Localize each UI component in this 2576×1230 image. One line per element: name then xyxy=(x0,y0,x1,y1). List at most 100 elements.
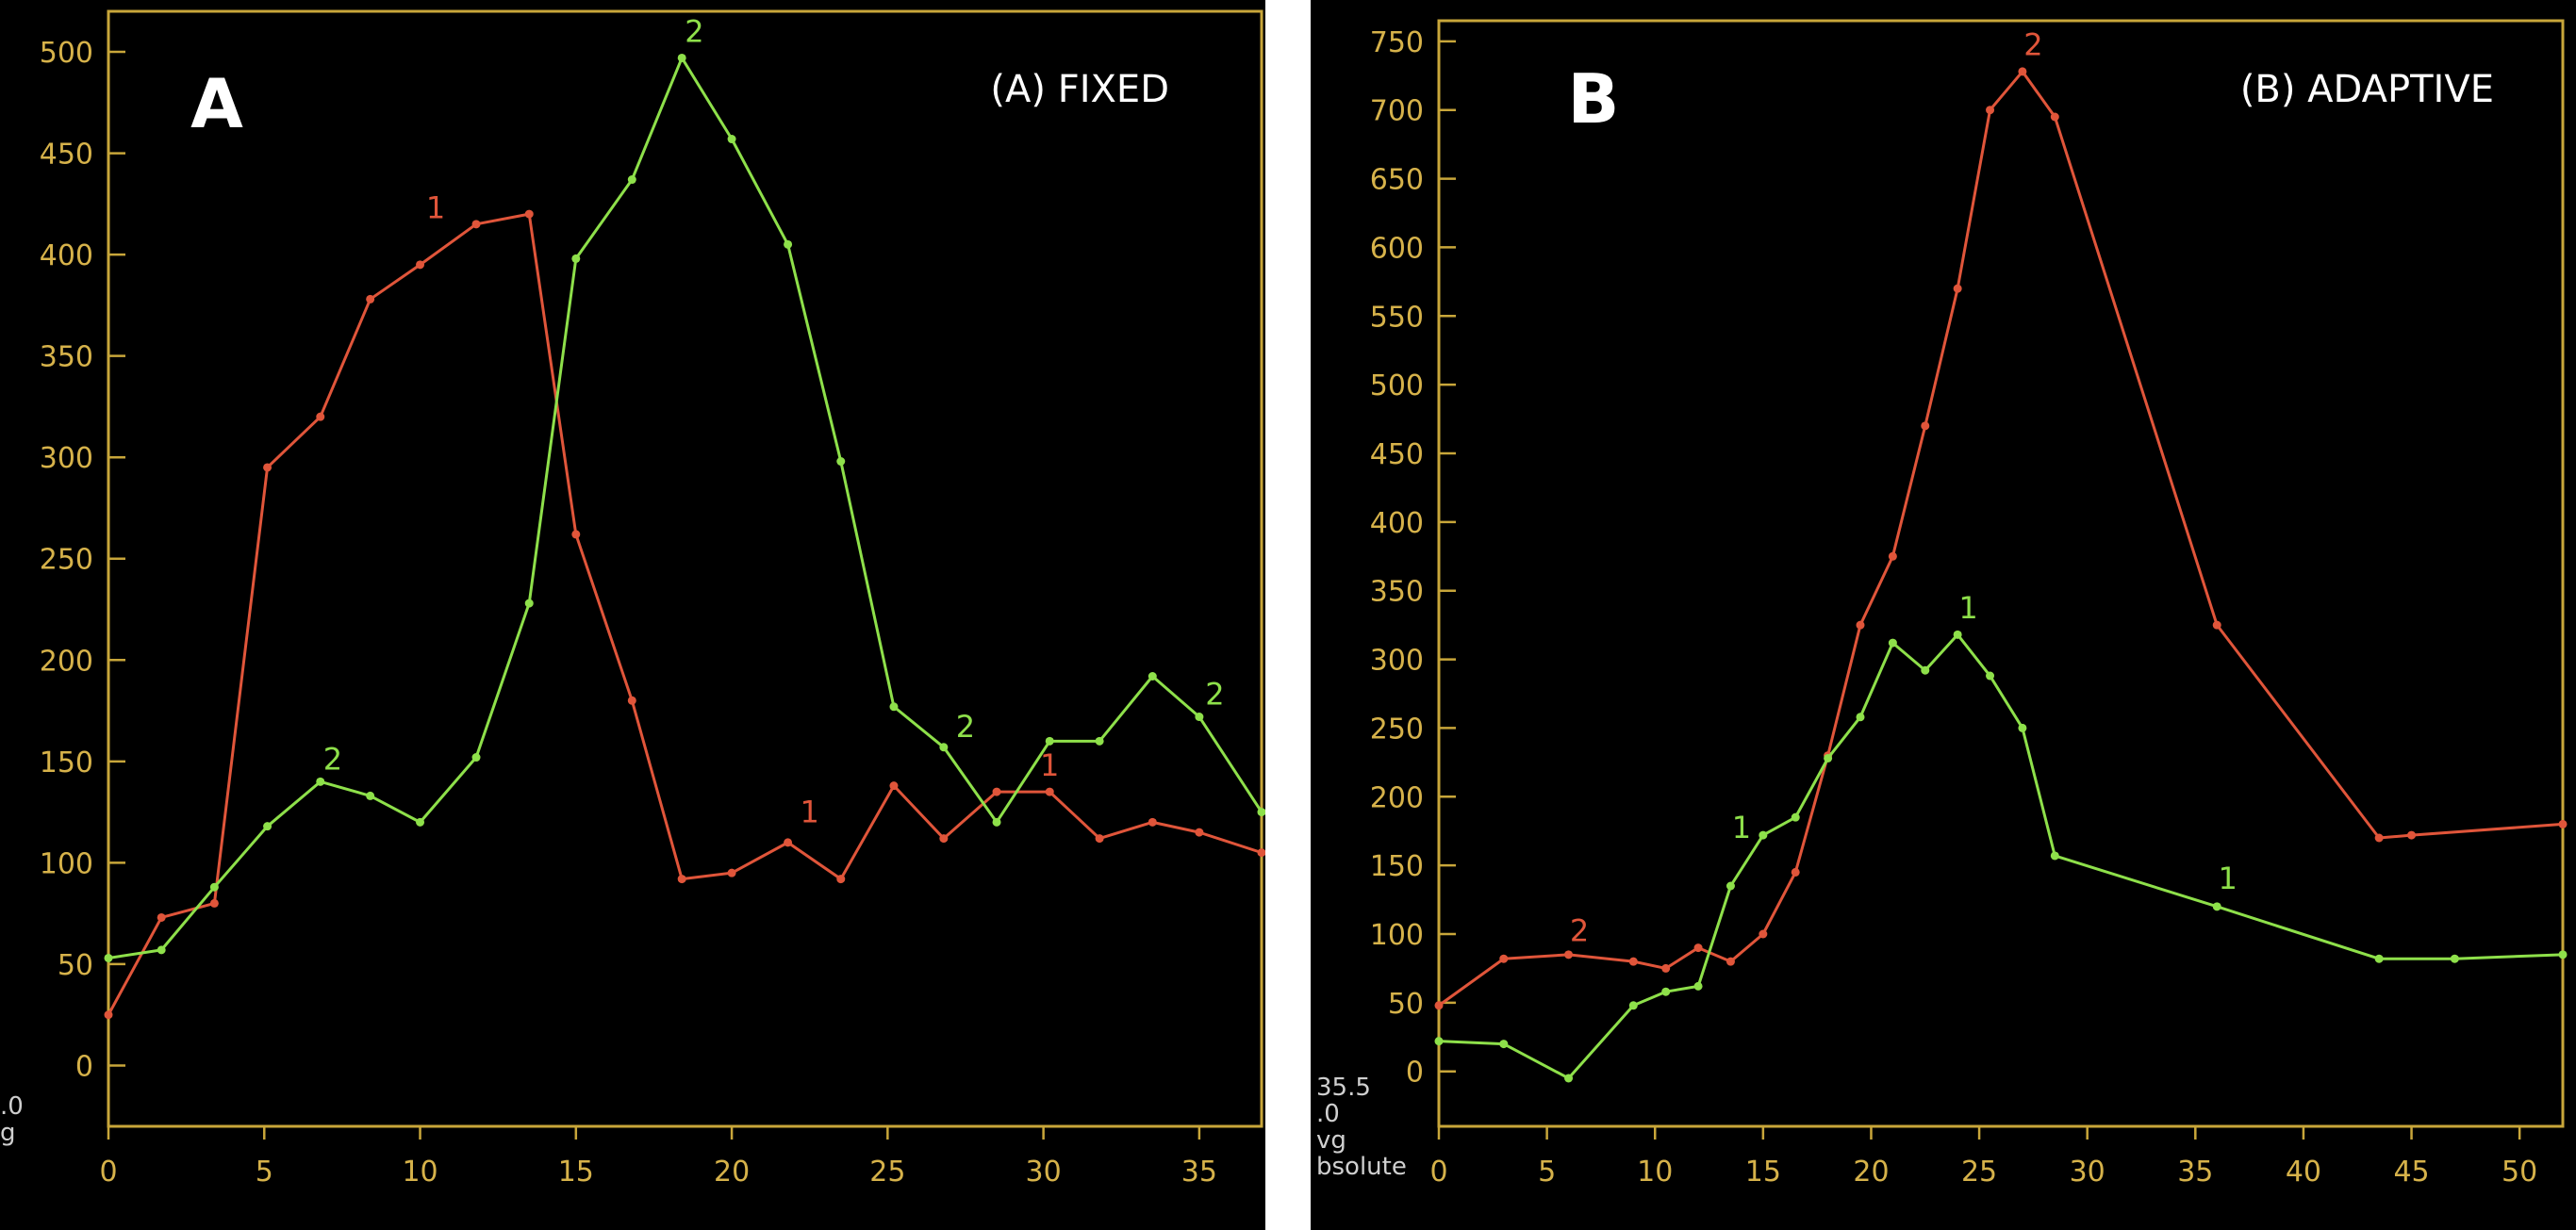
x-tick-label: 25 xyxy=(1961,1156,1997,1189)
data-point xyxy=(1628,1001,1638,1010)
data-point xyxy=(939,834,949,844)
data-point xyxy=(1628,957,1638,966)
data-point xyxy=(1195,828,1204,837)
x-tick-label: 45 xyxy=(2393,1156,2429,1189)
corner-labels-b: 35.5.0 vg bsolute xyxy=(1316,1074,1407,1180)
data-point xyxy=(104,1010,113,1020)
series-label: 2 xyxy=(1205,677,1224,713)
data-point xyxy=(1856,620,1865,630)
panel-letter: A xyxy=(190,64,243,143)
x-tick-label: 20 xyxy=(714,1156,750,1189)
data-point xyxy=(1726,881,1735,891)
data-point xyxy=(1759,830,1768,840)
data-point xyxy=(727,868,736,877)
panel-letter: B xyxy=(1568,59,1620,139)
corner-labels-a: .0 g xyxy=(0,1093,24,1146)
data-point xyxy=(366,791,375,800)
data-point xyxy=(1095,834,1104,844)
data-point xyxy=(157,945,166,955)
y-tick-label: 400 xyxy=(40,239,93,272)
x-tick-label: 5 xyxy=(1538,1156,1556,1189)
data-point xyxy=(1953,284,1962,293)
data-point xyxy=(524,599,534,608)
corner-label: g xyxy=(0,1119,16,1147)
data-point xyxy=(1148,671,1157,681)
data-point xyxy=(1564,1074,1574,1083)
y-tick-label: 250 xyxy=(40,544,93,577)
data-point xyxy=(1726,957,1735,966)
series-line-2 xyxy=(107,56,1263,959)
chart-title: (B) ADAPTIVE xyxy=(2240,68,2494,111)
y-tick-label: 350 xyxy=(1370,576,1424,609)
y-tick-label: 400 xyxy=(1370,507,1424,540)
series-label: 2 xyxy=(1570,912,1589,948)
x-tick-label: 35 xyxy=(1181,1156,1217,1189)
data-point xyxy=(2558,819,2568,828)
data-point xyxy=(1045,787,1054,796)
x-tick-label: 25 xyxy=(869,1156,905,1189)
data-point xyxy=(2374,954,2384,963)
data-point xyxy=(1499,1040,1509,1049)
y-tick-label: 600 xyxy=(1370,232,1424,265)
x-tick-label: 10 xyxy=(1637,1156,1673,1189)
y-tick-label: 450 xyxy=(1370,438,1424,471)
y-tick-label: 500 xyxy=(1370,369,1424,402)
data-point xyxy=(1434,1037,1444,1046)
series-label: 1 xyxy=(801,794,819,829)
data-point xyxy=(366,294,375,303)
data-point xyxy=(2050,851,2059,861)
y-tick-label: 50 xyxy=(58,949,93,982)
data-point xyxy=(1693,981,1703,991)
y-tick-label: 0 xyxy=(75,1050,93,1083)
data-point xyxy=(992,787,1001,796)
data-point xyxy=(471,220,481,229)
panel-divider xyxy=(1265,0,1311,1230)
data-point xyxy=(1148,817,1157,827)
data-point xyxy=(2450,954,2459,963)
y-tick-label: 550 xyxy=(1370,301,1424,334)
data-point xyxy=(571,530,581,539)
x-tick-label: 50 xyxy=(2502,1156,2537,1189)
data-point xyxy=(1791,812,1800,822)
data-point xyxy=(416,260,425,270)
data-point xyxy=(571,254,581,263)
data-point xyxy=(2018,723,2027,732)
x-tick-label: 40 xyxy=(2286,1156,2321,1189)
data-point xyxy=(1824,753,1833,763)
chart-a-svg: 0 50 100 150 200 250 300 350 400 450 500 0 5 10 15 20 25… xyxy=(40,9,1265,1189)
y-tick-label: 100 xyxy=(1370,919,1424,952)
data-point xyxy=(1986,671,1995,681)
data-point xyxy=(1856,713,1865,722)
series-line-1 xyxy=(1438,632,2564,1080)
data-point xyxy=(263,463,272,472)
data-point xyxy=(2212,902,2221,911)
data-point xyxy=(1499,954,1509,963)
series-label: 2 xyxy=(956,709,975,745)
x-tick-label: 30 xyxy=(2070,1156,2105,1189)
x-tick-label: 0 xyxy=(1429,1156,1447,1189)
data-point xyxy=(1257,808,1265,817)
data-point xyxy=(1564,950,1574,959)
series-label: 2 xyxy=(2023,26,2042,62)
y-tick-label: 300 xyxy=(1370,645,1424,678)
data-point xyxy=(524,209,534,219)
y-tick-label: 450 xyxy=(40,139,93,172)
series-label: 2 xyxy=(685,13,703,49)
data-point xyxy=(1434,1001,1444,1010)
data-point xyxy=(1759,929,1768,939)
x-tick-label: 5 xyxy=(256,1156,273,1189)
series-label: 1 xyxy=(2219,861,2237,896)
chart-b-svg: 0501001502002503003504004505005506006507… xyxy=(1370,19,2568,1189)
x-tick-label: 15 xyxy=(1745,1156,1781,1189)
chart-title: (A) FIXED xyxy=(990,68,1169,111)
y-tick-label: 200 xyxy=(1370,781,1424,814)
series-line-2 xyxy=(1438,70,2564,1007)
data-point xyxy=(2374,833,2384,843)
data-point xyxy=(677,875,686,884)
y-tick-label: 0 xyxy=(1406,1057,1424,1090)
data-point xyxy=(836,875,846,884)
data-point xyxy=(1195,713,1204,722)
data-point xyxy=(784,838,793,847)
y-tick-label: 500 xyxy=(40,37,93,70)
data-point xyxy=(1257,848,1265,858)
